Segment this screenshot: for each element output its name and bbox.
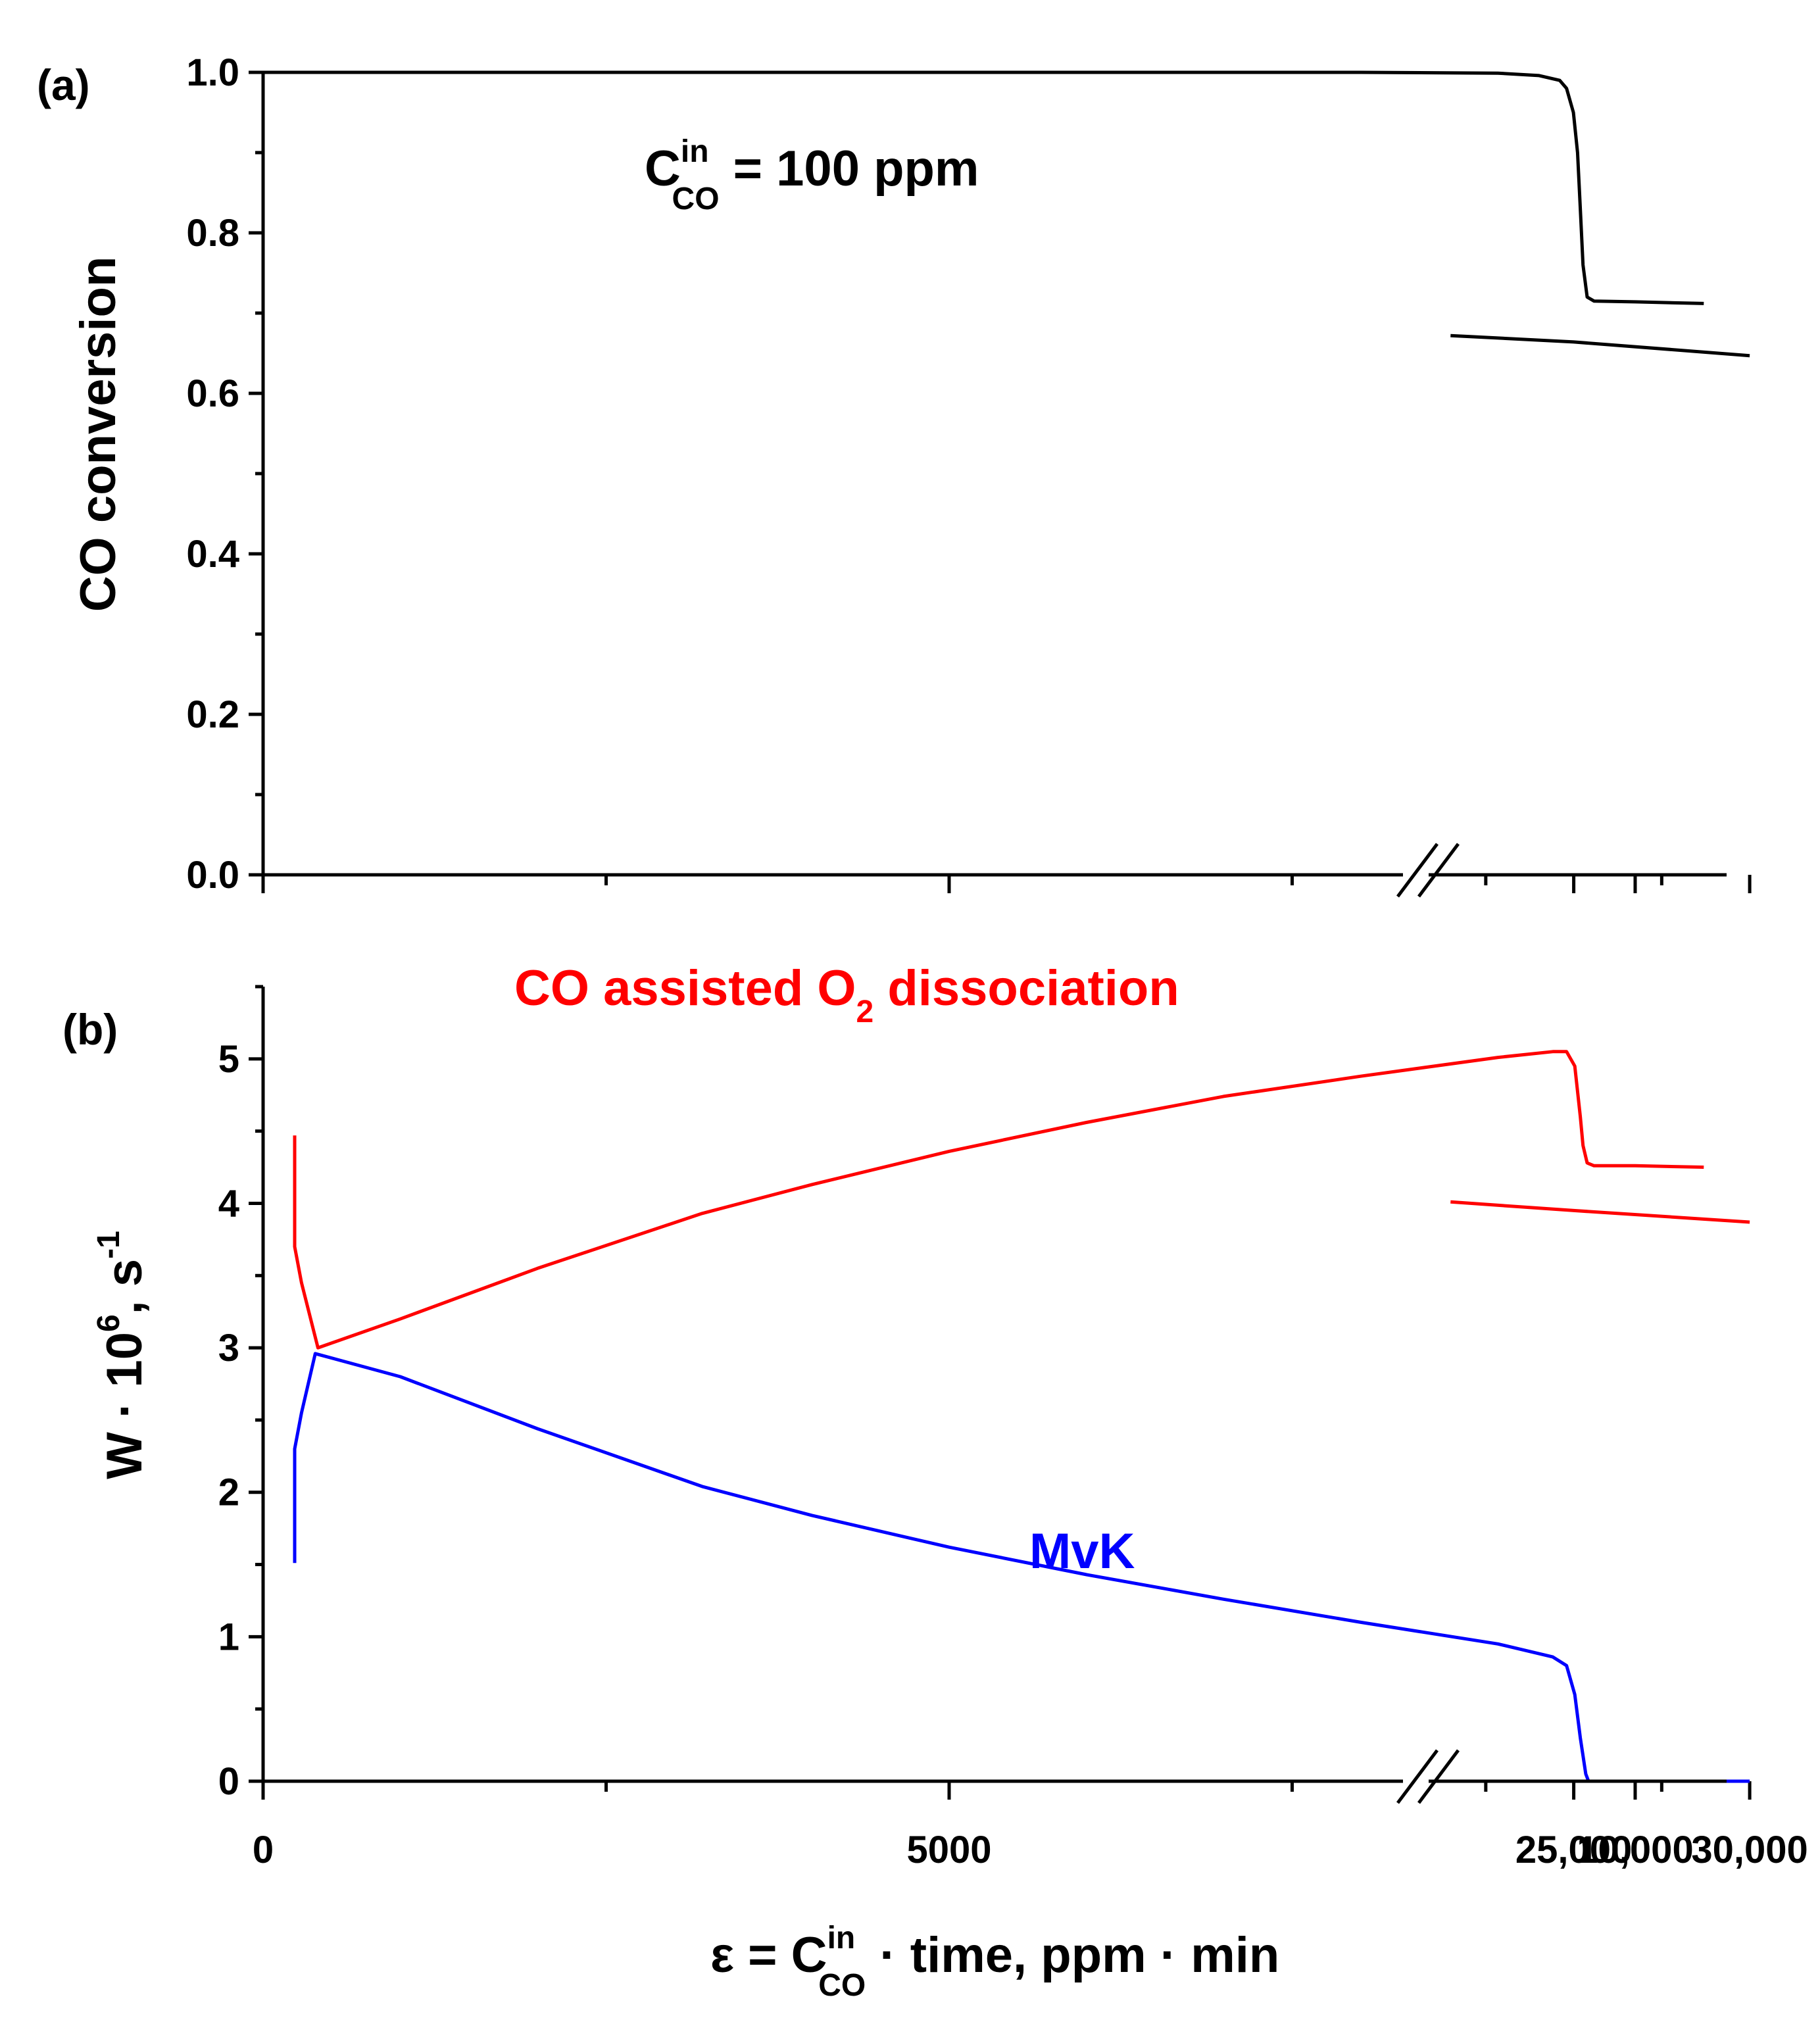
panel-b-series-1-segment1 (293, 1050, 1704, 1350)
x-tick-label: 10,000 (1577, 1829, 1693, 1871)
panel-b-ytick-label: 1 (218, 1615, 239, 1658)
panel-a-ylabel: CO conversion (70, 257, 126, 612)
panel-a-ytick-label: 0.2 (186, 693, 239, 736)
x-tick-label: 5000 (906, 1829, 991, 1871)
blue-series-annotation: MvK (1029, 1523, 1135, 1579)
panel-a: (a) CO conversion Cin CO = 100 ppm 0.0 0.2… (37, 51, 1752, 898)
panel-b-ytick-label: 2 (218, 1471, 239, 1514)
panel-b-ytick-label: 3 (218, 1327, 239, 1369)
x-axis-title: ε = Cin CO · time, ppm · min (710, 1921, 1279, 2003)
panel-b-ytick-label: 4 (218, 1182, 239, 1225)
panel-b: (b) W · 106, s-1 CO assisted O2 dissocia… (62, 960, 1808, 2003)
panel-b-series-2-segment1 (293, 1352, 1704, 1783)
panel-a-label: (a) (37, 61, 90, 109)
panel-a-ytick-label: 0.8 (186, 212, 239, 255)
panel-b-series-1-segment2 (1450, 1200, 1750, 1224)
panel-b-axis-break (1396, 1749, 1460, 1804)
panel-a-ytick-label: 0.6 (186, 372, 239, 415)
panel-a-ytick-label: 0.4 (186, 533, 239, 576)
x-tick-label: 25,000 (1515, 1829, 1632, 1871)
panel-b-ytick-label: 5 (218, 1038, 239, 1081)
panel-a-axis-break (1396, 843, 1460, 898)
panel-a-series-1-segment2 (1450, 333, 1750, 358)
panel-b-ylabel: W · 106, s-1 (91, 1231, 153, 1479)
x-tick-label: 30,000 (1691, 1829, 1808, 1871)
panel-a-ytick-label: 0.0 (186, 854, 239, 897)
panel-a-ytick-label: 1.0 (186, 51, 239, 94)
red-series-annotation: CO assisted O2 dissociation (514, 960, 1179, 1029)
panel-b-label: (b) (62, 1005, 118, 1054)
x-tick-label: 0 (253, 1829, 274, 1871)
panel-a-series-1-segment1 (263, 70, 1704, 305)
panel-a-annotation: Cin CO = 100 ppm (645, 134, 979, 216)
panel-b-ytick-label: 0 (218, 1760, 239, 1803)
